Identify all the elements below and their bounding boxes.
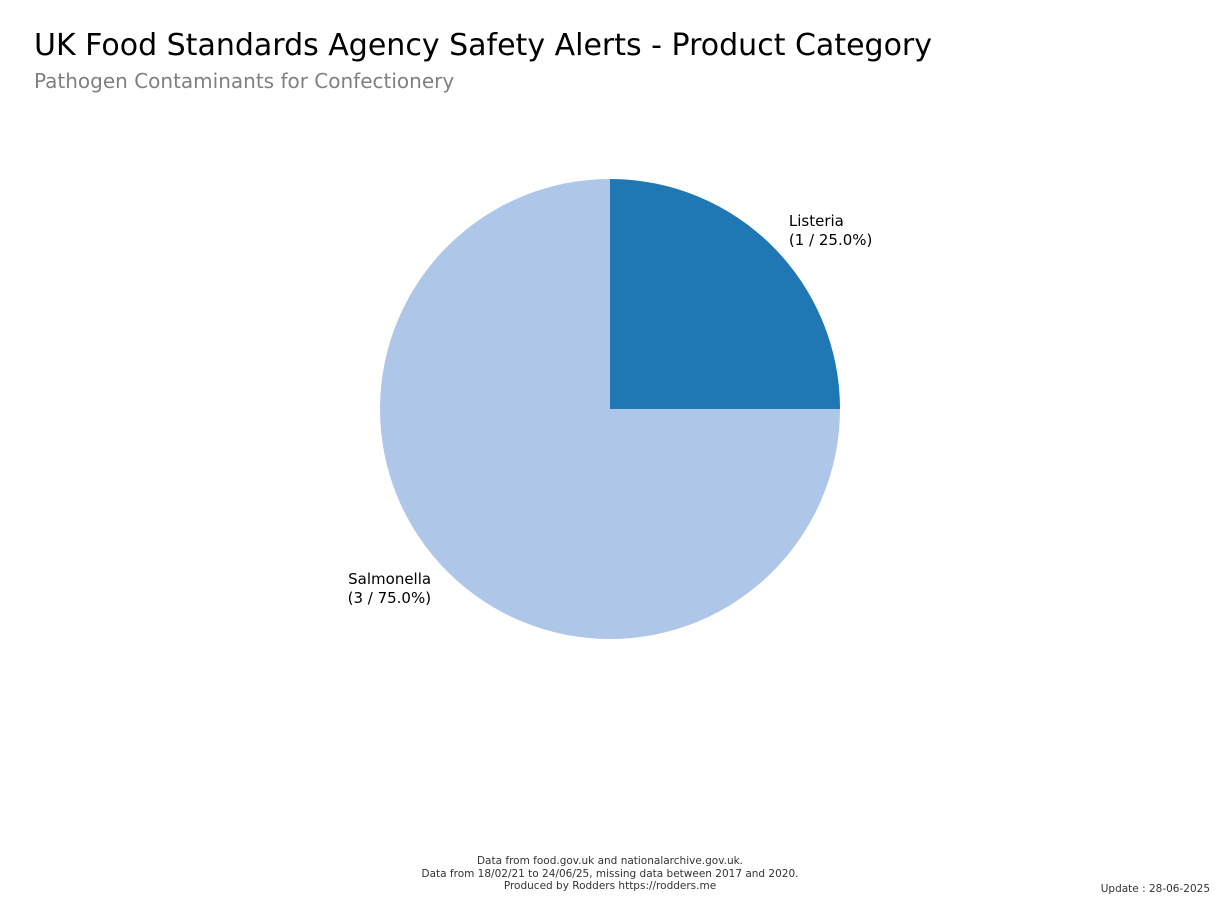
pie-slices <box>380 179 840 639</box>
chart-subtitle: Pathogen Contaminants for Confectionery <box>34 69 455 93</box>
pie-label-listeria: Listeria (1 / 25.0%) <box>789 212 873 249</box>
pie-labels: Listeria (1 / 25.0%) Salmonella (3 / 75.0%) <box>348 212 873 607</box>
footer-date-range: Data from 18/02/21 to 24/06/25, missing … <box>421 867 799 880</box>
pie-slice-listeria <box>610 179 840 409</box>
update-date: Update : 28-06-2025 <box>1100 883 1210 895</box>
chart-title: UK Food Standards Agency Safety Alerts -… <box>34 28 933 63</box>
footer: Data from food.gov.uk and nationalarchiv… <box>0 855 1220 893</box>
footer-credit: Produced by Rodders https://rodders.me <box>503 880 717 892</box>
pie-slice-salmonella <box>380 179 840 639</box>
pie-label-salmonella: Salmonella (3 / 75.0%) <box>348 570 432 607</box>
footer-source: Data from food.gov.uk and nationalarchiv… <box>476 855 744 867</box>
